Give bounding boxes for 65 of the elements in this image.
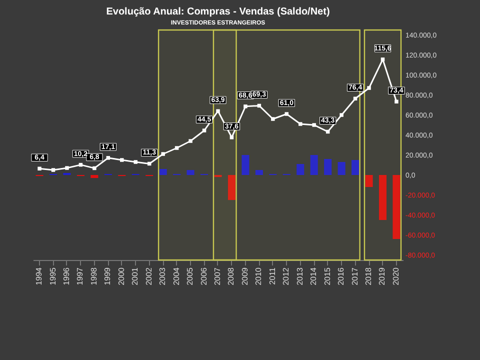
x-tick-label: 1995 xyxy=(48,266,58,286)
x-tick-label: 2019 xyxy=(378,266,387,286)
x-tick-label: 2002 xyxy=(144,266,154,286)
x-tick-label: 2000 xyxy=(116,266,126,286)
point xyxy=(216,109,220,113)
x-tick-label: 2006 xyxy=(199,266,208,286)
x-tick-label: 2013 xyxy=(295,266,304,286)
point xyxy=(271,117,275,121)
point xyxy=(51,168,56,172)
x-tick-label: 2014 xyxy=(309,266,318,286)
chart-title: Evolução Anual: Compras - Vendas (Saldo/Net) xyxy=(106,6,330,18)
bar xyxy=(338,162,346,175)
bar xyxy=(365,175,373,187)
x-tick-label: 2016 xyxy=(336,266,346,286)
bar xyxy=(378,175,387,220)
x-tick-label: 2001 xyxy=(130,266,140,286)
x-tick-label: 2020 xyxy=(391,266,400,286)
bar xyxy=(242,155,250,175)
bar xyxy=(255,170,263,175)
point xyxy=(120,158,124,162)
x-tick-label: 2011 xyxy=(268,266,277,285)
bar xyxy=(186,170,194,175)
x-tick-label: 2005 xyxy=(186,266,195,286)
bar xyxy=(228,175,236,200)
x-tick-label: 2009 xyxy=(240,266,250,286)
x-tick-label: 2008 xyxy=(226,266,236,286)
point xyxy=(202,128,206,132)
x-tick-label: 2004 xyxy=(172,266,181,286)
point xyxy=(394,100,398,104)
point xyxy=(312,123,316,127)
bar xyxy=(352,160,360,175)
point xyxy=(340,113,344,117)
point xyxy=(38,166,42,170)
x-tick-label: 2017 xyxy=(350,266,360,286)
point xyxy=(106,156,110,160)
x-tick-label: 2007 xyxy=(213,266,222,286)
point xyxy=(188,139,192,143)
x-tick-label: 2015 xyxy=(322,266,332,286)
point xyxy=(161,152,165,156)
x-tick-label: 1996 xyxy=(62,266,71,286)
point xyxy=(230,136,234,140)
x-tick-label: 1999 xyxy=(103,266,112,286)
point xyxy=(244,104,248,108)
point xyxy=(92,166,96,170)
point xyxy=(134,160,138,164)
bar xyxy=(296,164,304,175)
x-tick-label: 2010 xyxy=(254,266,264,286)
point xyxy=(65,166,69,170)
point xyxy=(380,58,385,62)
point xyxy=(174,146,179,150)
bar xyxy=(324,159,332,175)
point xyxy=(353,96,358,100)
x-tick-label: 2012 xyxy=(282,266,291,286)
bar xyxy=(392,175,400,239)
point xyxy=(284,112,289,116)
bar xyxy=(310,155,318,175)
x-tick-label: 1998 xyxy=(89,266,98,286)
x-tick-label: 2003 xyxy=(158,266,168,286)
point xyxy=(298,122,302,126)
x-tick-label: 1994 xyxy=(34,266,44,286)
x-tick-label: 2018 xyxy=(364,266,374,286)
bar xyxy=(159,169,167,175)
point xyxy=(367,86,371,90)
bar xyxy=(90,175,98,178)
x-tick-label: 1997 xyxy=(76,266,85,286)
